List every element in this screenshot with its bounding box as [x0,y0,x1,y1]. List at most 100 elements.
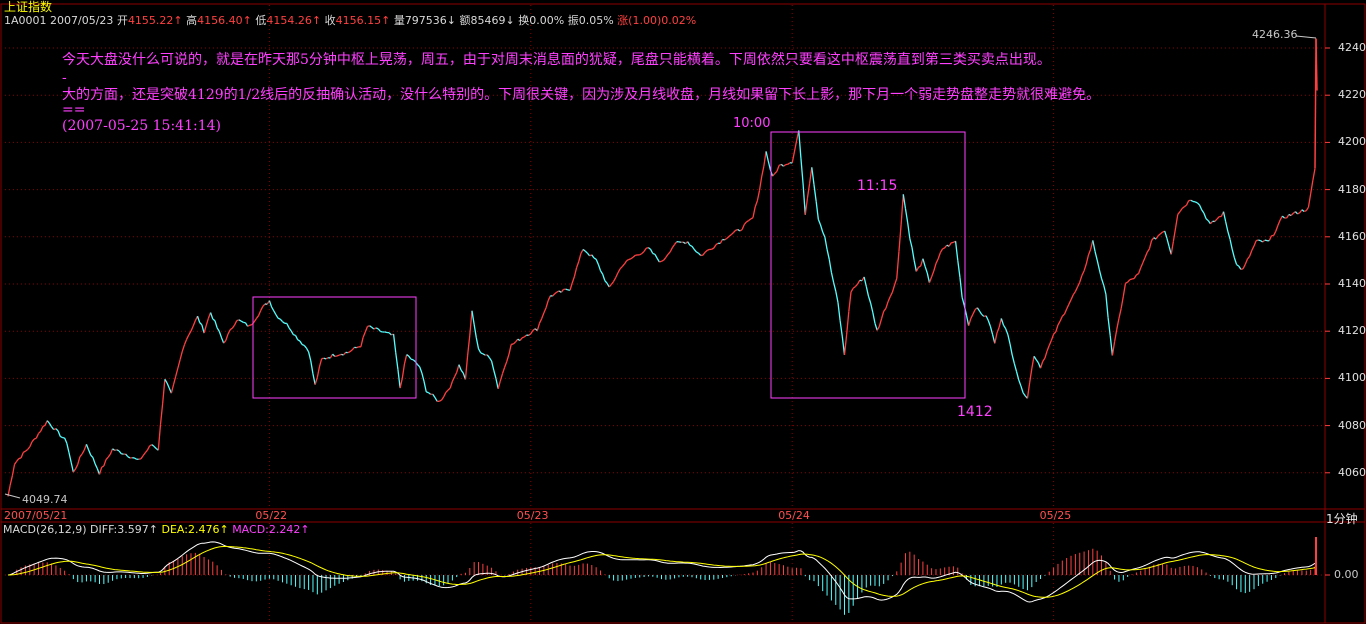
price-segment [9,475,13,486]
price-segment [944,244,948,249]
price-segment [885,301,889,309]
price-segment [706,248,710,251]
price-segment [1111,341,1116,356]
price-segment [602,274,606,281]
price-segment [1183,204,1187,208]
price-segment [987,320,992,327]
price-segment [288,327,292,332]
price-segment [212,318,216,322]
amplitude-value: 0.05% [578,14,614,27]
time-annotation-1115: 11:15 [857,178,898,194]
price-segment [1031,356,1035,369]
price-segment [103,459,107,467]
price-segment [1122,283,1127,297]
price-segment [85,444,90,451]
price-segment [451,376,456,382]
price-segment [793,140,798,153]
price-segment [665,253,669,258]
price-segment [1190,199,1194,203]
price-segment [367,325,370,328]
price-segment [314,377,318,385]
price-segment [149,444,153,447]
price-segment [68,452,72,463]
price-segment [856,279,861,285]
price-segment [118,450,122,455]
price-segment [480,352,484,355]
price-segment [59,435,63,439]
price-segment [1264,239,1268,242]
price-segment [1216,216,1220,220]
turnover-value: 0.00% [529,14,565,27]
price-segment [323,357,327,360]
price-segment [504,361,508,368]
price-segment [732,229,737,234]
price-segment [426,391,429,394]
price-segment [170,384,175,394]
price-segment [1081,270,1085,276]
price-segment [846,311,850,335]
price-segment [134,457,137,460]
price-segment [166,382,170,389]
x-date-label: 05/24 [778,509,810,522]
price-segment [199,322,203,326]
price-segment [1022,392,1026,397]
price-segment [791,151,796,164]
price-segment [293,334,296,337]
price-segment [617,268,621,274]
price-segment [51,426,55,431]
price-segment [608,283,612,288]
price-segment [970,313,974,319]
price-segment [225,333,229,341]
price-segment [922,258,926,267]
price-segment [1133,274,1137,279]
price-segment [998,318,1002,328]
price-segment [1085,254,1090,265]
price-segment [140,455,144,460]
price-segment [209,312,214,320]
price-segment [1196,202,1200,206]
price-segment [497,380,501,389]
price-segment [1305,206,1310,212]
time-annotation-1412: 1412 [957,404,993,420]
price-segment [780,163,784,167]
price-segment [1268,235,1273,242]
price-segment [74,464,79,470]
price-segment [53,428,57,431]
price-segment [369,325,373,328]
price-segment [1260,240,1264,243]
price-segment [1035,359,1039,364]
comment-line-5: (2007-05-25 15:41:14) [62,118,221,134]
change-value: (1.00)0.02% [628,14,697,27]
price-segment [610,281,615,285]
dea-value: 2.476↑ [187,523,229,536]
comment-line-4: == [62,102,86,118]
comment-line-3: 大的方面，还是突破4129的1/2线后的反抽确认活动，没什么特别的。下周很关键，… [62,87,1101,103]
turnover-label: 换 [518,14,530,27]
price-segment [201,324,205,334]
price-segment [33,437,37,440]
price-segment [77,456,81,465]
price-segment [737,228,741,232]
price-segment [1174,214,1179,229]
price-segment [935,258,939,264]
price-segment [153,445,157,449]
price-segment [1229,239,1233,250]
dea-line [8,545,1316,598]
price-segment [541,312,545,319]
price-segment [249,323,253,326]
price-segment [545,300,549,309]
price-segment [260,306,264,311]
price-segment [994,332,998,344]
price-segment [1066,304,1070,310]
price-segment [931,270,935,278]
price-segment [336,354,340,357]
price-segment [1000,318,1005,326]
y-tick-label: 4120.0 [1338,324,1366,338]
period-label[interactable]: 1分钟 [1326,512,1358,526]
price-segment [362,331,366,338]
price-segment [1286,214,1290,219]
price-segment [90,454,94,459]
price-segment [565,288,569,291]
price-segment [116,449,120,452]
price-segment [1092,240,1096,252]
